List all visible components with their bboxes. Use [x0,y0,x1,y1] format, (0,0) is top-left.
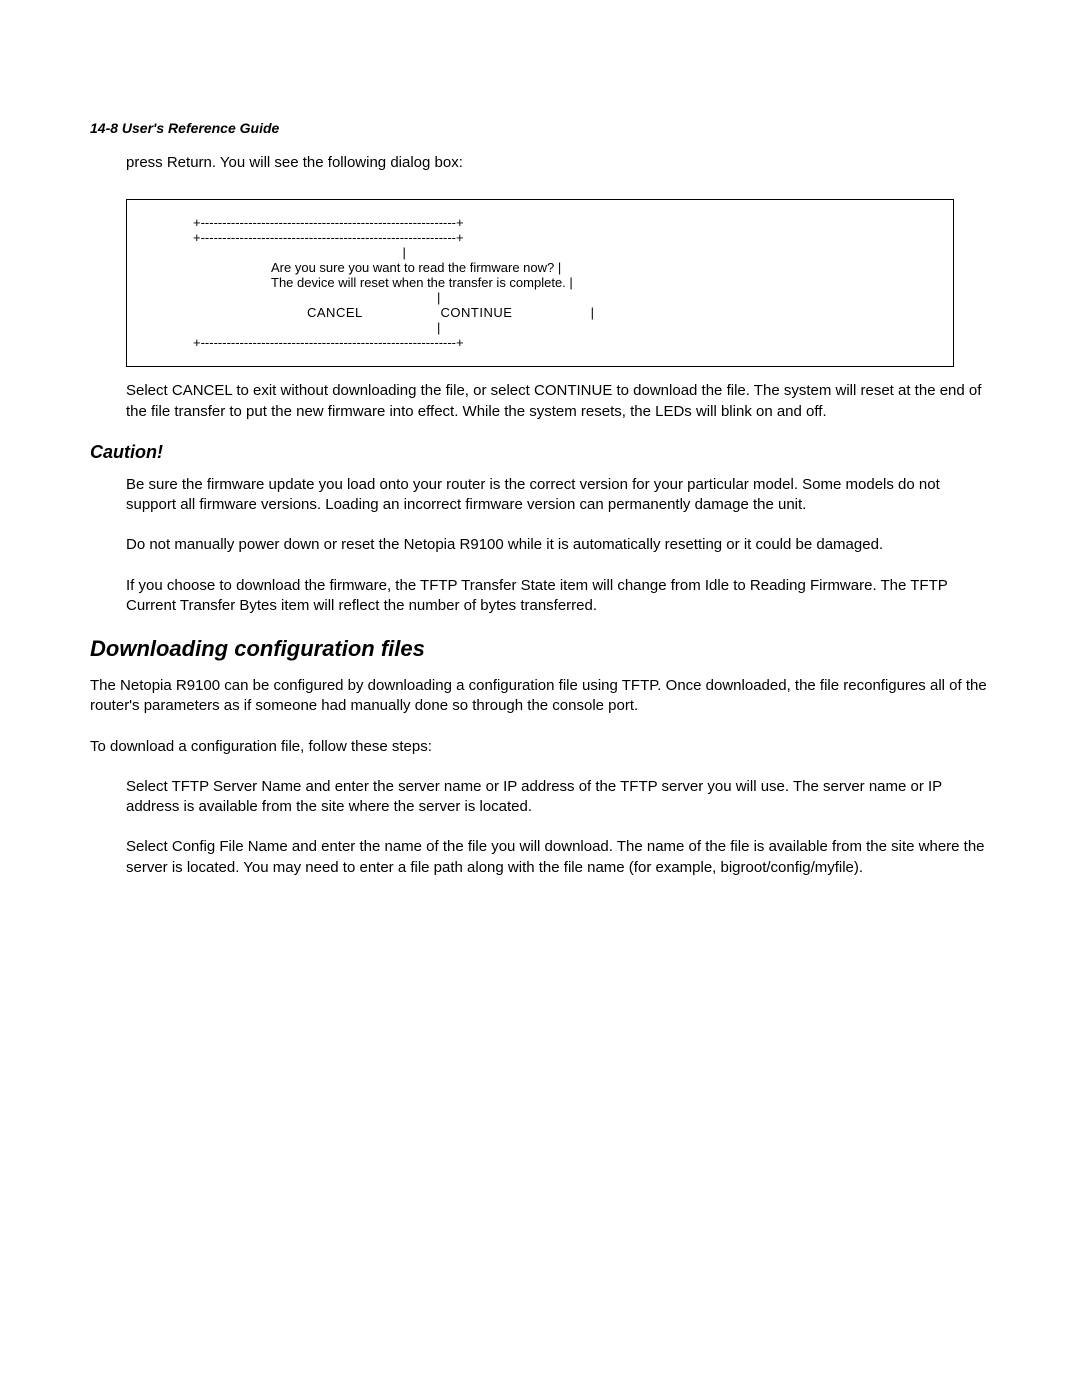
section-heading: Downloading configuration files [90,636,990,662]
dialog-pipe-2: | [147,291,933,306]
dialog-pipe-3: | [147,321,933,336]
intro-text: press Return. You will see the following… [126,154,990,171]
cancel-button-label[interactable]: CANCEL [307,305,362,320]
step-2: Select Conﬁg File Name and enter the nam… [126,837,990,878]
page-header: 14-8 User's Reference Guide [90,120,990,136]
dialog-button-row: CANCEL CONTINUE | [147,306,933,321]
caution-heading: Caution! [90,442,990,463]
dialog-border-inner: +---------------------------------------… [147,231,933,246]
step-1: Select TFTP Server Name and enter the se… [126,777,990,818]
caution-paragraph-3: If you choose to download the firmware, … [126,576,990,617]
paragraph-after-dialog: Select CANCEL to exit without downloadin… [126,381,990,422]
section-paragraph-1: The Netopia R9100 can be configured by d… [90,676,990,717]
dialog-box: +---------------------------------------… [126,199,954,367]
caution-paragraph-1: Be sure the firmware update you load ont… [126,475,990,516]
section-paragraph-2: To download a configuration file, follow… [90,737,990,757]
dialog-border-bottom: +---------------------------------------… [147,336,933,351]
dialog-end-pipe: | [591,305,595,320]
continue-button-label[interactable]: CONTINUE [441,305,513,320]
dialog-border-top: +---------------------------------------… [147,216,933,231]
dialog-message-line-2: The device will reset when the transfer … [147,276,933,291]
caution-paragraph-2: Do not manually power down or reset the … [126,535,990,555]
dialog-message-line-1: Are you sure you want to read the firmwa… [147,261,933,276]
dialog-pipe-1: | [147,246,933,261]
